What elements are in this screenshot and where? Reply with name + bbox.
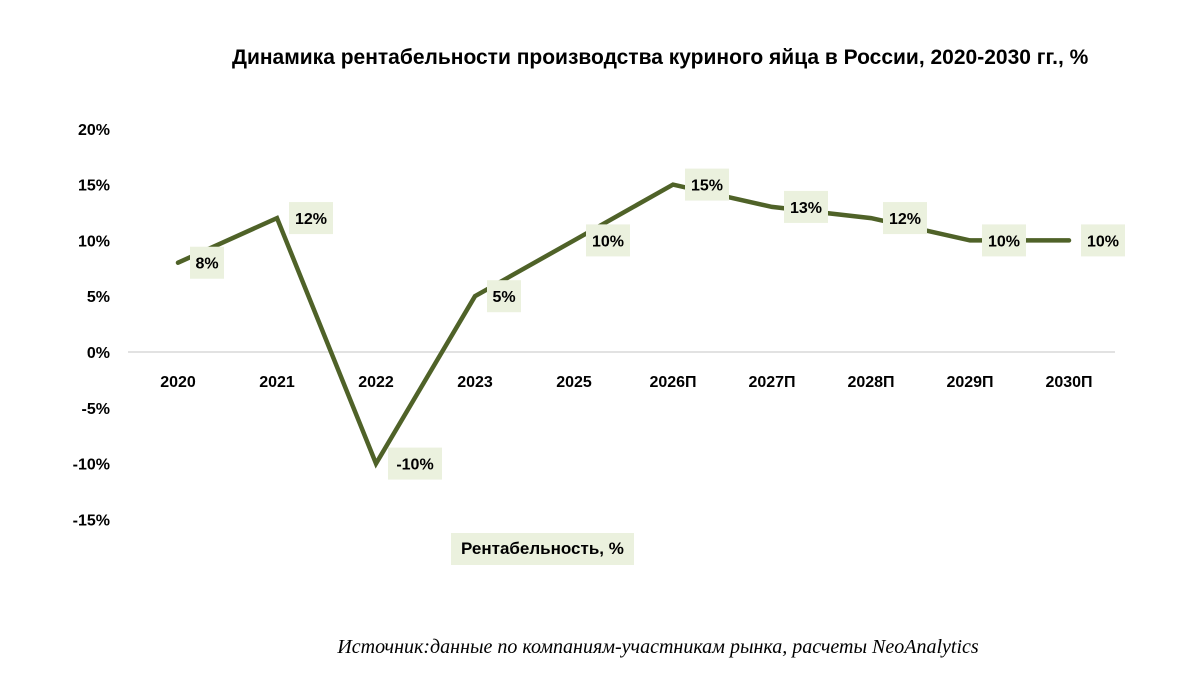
legend-entry: Рентабельность, %: [451, 533, 634, 565]
data-label: 15%: [691, 178, 723, 195]
data-label: 12%: [295, 211, 327, 228]
x-tick-label: 2028П: [847, 374, 894, 391]
x-tick-label: 2022: [358, 374, 394, 391]
x-tick-label: 2030П: [1045, 374, 1092, 391]
data-label-box: [190, 246, 224, 279]
x-tick-label: 2021: [259, 374, 295, 391]
data-label: 10%: [988, 233, 1020, 250]
data-label: -10%: [396, 457, 433, 474]
data-label: 10%: [1087, 233, 1119, 250]
x-tick-label: 2026П: [649, 374, 696, 391]
y-tick-label: 0%: [87, 345, 110, 362]
y-tick-label: -10%: [73, 457, 110, 474]
data-label-box: [289, 202, 333, 235]
data-label-box: [388, 447, 442, 480]
data-label-box: [1081, 224, 1125, 257]
data-label: 8%: [195, 256, 218, 273]
x-tick-label: 2025: [556, 374, 592, 391]
data-label-box: [982, 224, 1026, 257]
data-label: 5%: [492, 289, 515, 306]
y-tick-label: -5%: [82, 401, 110, 418]
y-tick-label: 10%: [78, 233, 110, 250]
data-label-box: [586, 224, 630, 257]
chart-title: Динамика рентабельности производства кур…: [232, 46, 1089, 69]
y-tick-label: 20%: [78, 122, 110, 139]
data-label: 13%: [790, 200, 822, 217]
x-tick-label: 2027П: [748, 374, 795, 391]
data-label: 12%: [889, 211, 921, 228]
y-tick-label: -15%: [73, 512, 110, 529]
x-tick-label: 2029П: [946, 374, 993, 391]
data-label: 10%: [592, 233, 624, 250]
x-tick-label: 2023: [457, 374, 493, 391]
y-tick-label: 5%: [87, 289, 110, 306]
data-label-box: [685, 168, 729, 201]
data-label-box: [784, 190, 828, 223]
y-tick-label: 15%: [78, 178, 110, 195]
source-note: Источник:данные по компаниям-участникам …: [337, 636, 979, 658]
x-tick-label: 2020: [160, 374, 196, 391]
data-label-box: [487, 280, 521, 313]
data-label-box: [883, 202, 927, 235]
